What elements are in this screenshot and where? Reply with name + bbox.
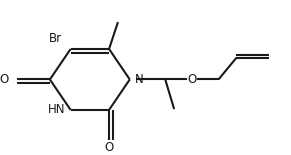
Text: Br: Br	[49, 32, 62, 45]
Text: HN: HN	[48, 103, 65, 116]
Text: O: O	[104, 141, 114, 154]
Text: N: N	[135, 73, 144, 86]
Text: O: O	[187, 73, 196, 86]
Text: O: O	[0, 73, 9, 86]
